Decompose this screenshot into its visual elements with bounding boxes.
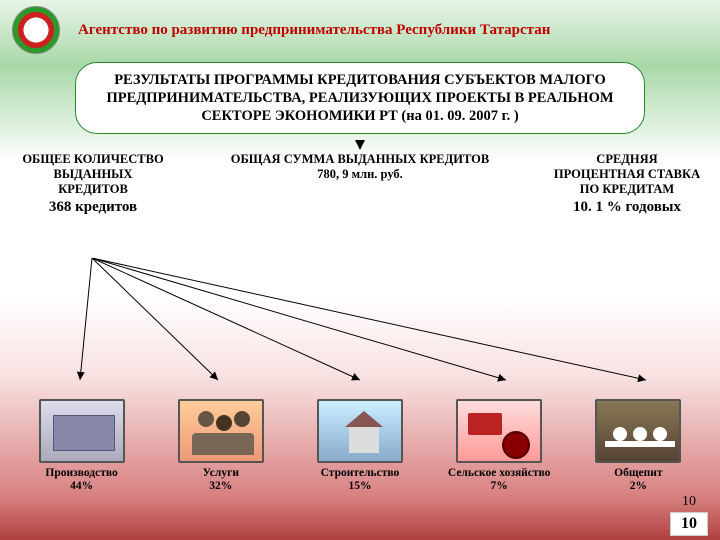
- sector-name: Строительство: [304, 467, 416, 480]
- emblem-icon: [12, 6, 60, 54]
- page-number-box: 10: [670, 512, 708, 536]
- sectors-row: Производство 44% Услуги 32% Строительств…: [0, 399, 720, 492]
- stat-mid: ОБЩАЯ СУММА ВЫДАННЫХ КРЕДИТОВ 780, 9 млн…: [190, 152, 530, 216]
- header-title: Агентство по развитию предпринимательств…: [78, 22, 550, 39]
- sector-pct: 32%: [165, 480, 277, 492]
- sector-pct: 44%: [26, 480, 138, 492]
- sector-thumb-icon: [317, 399, 403, 463]
- sector-thumb-icon: [595, 399, 681, 463]
- stat-right: СРЕДНЯЯ ПРОЦЕНТНАЯ СТАВКА ПО КРЕДИТАМ 10…: [552, 152, 702, 216]
- stat-right-value: 10. 1 % годовых: [552, 199, 702, 216]
- sector-name: Производство: [26, 467, 138, 480]
- stat-right-label: СРЕДНЯЯ ПРОЦЕНТНАЯ СТАВКА ПО КРЕДИТАМ: [552, 152, 702, 197]
- stat-mid-value: 780, 9 млн. руб.: [190, 167, 530, 182]
- sector-name: Услуги: [165, 467, 277, 480]
- sector-name: Сельское хозяйство: [443, 467, 555, 480]
- sector-agriculture: Сельское хозяйство 7%: [443, 399, 555, 492]
- stat-left-label: ОБЩЕЕ КОЛИЧЕСТВО ВЫДАННЫХ КРЕДИТОВ: [18, 152, 168, 197]
- sector-construction: Строительство 15%: [304, 399, 416, 492]
- subtitle-box: РЕЗУЛЬТАТЫ ПРОГРАММЫ КРЕДИТОВАНИЯ СУБЪЕК…: [75, 62, 645, 134]
- sector-pct: 2%: [582, 480, 694, 492]
- sector-pct: 7%: [443, 480, 555, 492]
- sector-thumb-icon: [178, 399, 264, 463]
- stats-row: ОБЩЕЕ КОЛИЧЕСТВО ВЫДАННЫХ КРЕДИТОВ 368 к…: [0, 152, 720, 216]
- stat-left: ОБЩЕЕ КОЛИЧЕСТВО ВЫДАННЫХ КРЕДИТОВ 368 к…: [18, 152, 168, 216]
- sector-services: Услуги 32%: [165, 399, 277, 492]
- page-number-inline: 10: [682, 494, 696, 510]
- sector-name: Общепит: [582, 467, 694, 480]
- sector-thumb-icon: [39, 399, 125, 463]
- sector-thumb-icon: [456, 399, 542, 463]
- sector-pct: 15%: [304, 480, 416, 492]
- sector-catering: Общепит 2%: [582, 399, 694, 492]
- stat-mid-label: ОБЩАЯ СУММА ВЫДАННЫХ КРЕДИТОВ: [190, 152, 530, 167]
- sector-production: Производство 44%: [26, 399, 138, 492]
- arrow-down-icon: [355, 140, 365, 150]
- header: Агентство по развитию предпринимательств…: [0, 0, 720, 56]
- fan-lines: [0, 258, 720, 388]
- stat-left-value: 368 кредитов: [18, 199, 168, 216]
